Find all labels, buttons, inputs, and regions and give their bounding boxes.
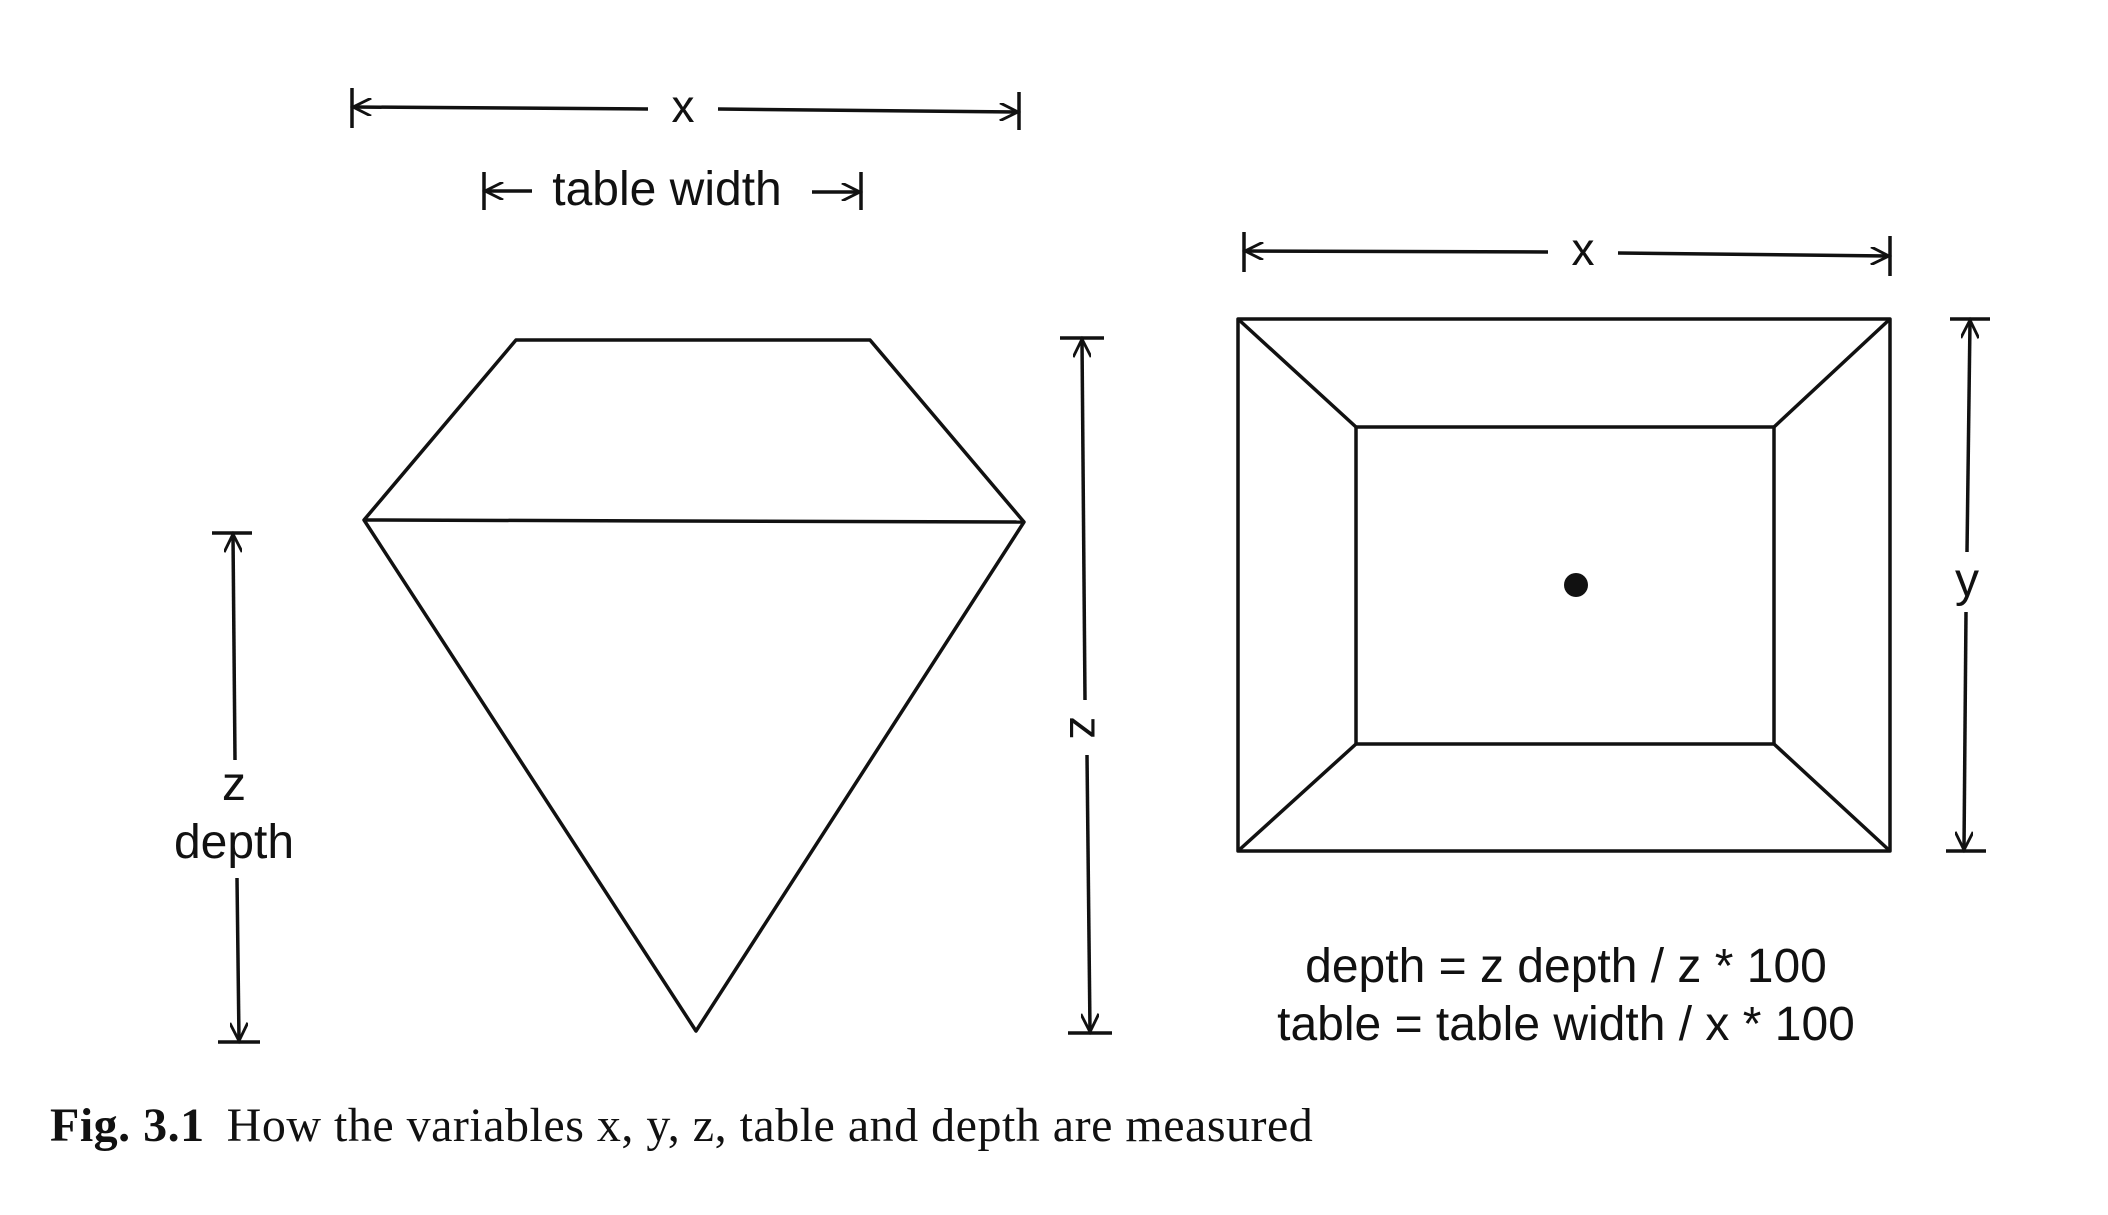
figure-number: Fig. 3.1 — [50, 1099, 205, 1152]
top-view-table-rect — [1354, 425, 1776, 746]
top-x-left-arrow — [1246, 251, 1549, 252]
top-view-facet-bottom-right — [1772, 742, 1892, 853]
top-x-label: x — [1572, 223, 1595, 275]
figure-caption-text: How the variables x, y, z, table and dep… — [226, 1099, 1314, 1152]
y-dimension — [1946, 319, 1990, 851]
z-lower-arrow — [1087, 754, 1090, 1031]
figure-caption: Fig. 3.1 How the variables x, y, z, table… — [50, 1098, 1313, 1153]
top-view-center-dot — [1564, 573, 1588, 597]
z-depth-dimension — [212, 533, 260, 1042]
top-view-facet-top-right — [1772, 317, 1892, 429]
top-view-outer-rect — [1236, 317, 1892, 853]
table-width-dimension — [484, 172, 861, 210]
z-depth-label-z: z — [222, 758, 246, 811]
z-label: z — [1060, 717, 1112, 740]
diamond-girdle-line — [363, 518, 1025, 524]
z-depth-label-depth: depth — [174, 816, 294, 869]
z-dimension — [1060, 338, 1112, 1033]
y-label: y — [1955, 554, 1979, 607]
diamond-top-view — [1236, 317, 1892, 853]
z-upper-arrow — [1082, 340, 1085, 701]
top-view-facet-bottom-left — [1236, 742, 1358, 853]
side-x-dimension — [352, 88, 1019, 130]
z-depth-upper-arrow — [233, 535, 235, 761]
depth-formula: depth = z depth / z * 100 — [1305, 940, 1827, 993]
z-depth-lower-arrow — [237, 877, 239, 1040]
diamond-side-profile — [362, 338, 1026, 1033]
side-x-right-arrow — [717, 109, 1017, 112]
top-view-facet-top-left — [1236, 317, 1358, 429]
table-width-label: table width — [552, 163, 781, 216]
table-formula: table = table width / x * 100 — [1277, 998, 1855, 1051]
side-x-label: x — [672, 80, 695, 132]
top-x-dimension — [1244, 232, 1890, 276]
side-x-left-arrow — [354, 107, 649, 109]
y-upper-arrow — [1967, 321, 1970, 553]
top-x-right-arrow — [1617, 253, 1888, 256]
y-lower-arrow — [1964, 611, 1966, 849]
diamond-outline — [362, 338, 1026, 1033]
